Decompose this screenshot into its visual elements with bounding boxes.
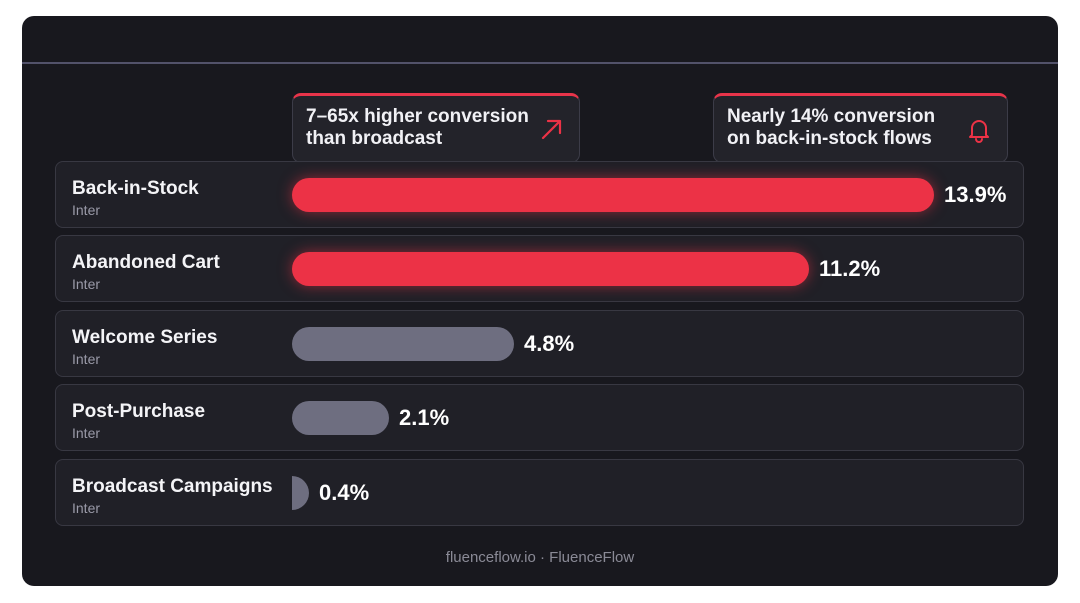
footer-credit: fluenceflow.io · FluenceFlow [445, 549, 635, 566]
chart-row: Post-Purchase Inter 2.1% [55, 384, 1024, 451]
value-label: 2.1% [399, 405, 450, 430]
callout-higher-conversion: 7–65x higher conversion than broadcast [292, 93, 580, 163]
category-label: Back-in-Stock [72, 178, 199, 199]
bar-track [292, 401, 952, 435]
value-label: 11.2% [819, 256, 881, 281]
bar-track [292, 252, 952, 286]
chart-card: 7–65x higher conversion than broadcast N… [22, 16, 1058, 586]
chart-row: Back-in-Stock Inter 13.9% [55, 161, 1024, 228]
bar [292, 252, 809, 286]
bar-track [292, 327, 952, 361]
chart-row: Welcome Series Inter 4.8% [55, 310, 1024, 377]
bar [292, 401, 389, 435]
category-sublabel: Inter [72, 202, 101, 218]
category-sublabel: Inter [72, 500, 101, 516]
value-label: 4.8% [524, 331, 575, 356]
bell-icon [965, 116, 993, 149]
category-label: Broadcast Campaigns [72, 476, 273, 497]
bar [292, 327, 514, 361]
value-label: 13.9% [944, 182, 1007, 207]
category-sublabel: Inter [72, 425, 101, 441]
chart-row: Broadcast Campaigns Inter 0.4% [55, 459, 1024, 526]
category-sublabel: Inter [72, 351, 101, 367]
category-label: Welcome Series [72, 327, 218, 348]
value-label: 0.4% [319, 480, 370, 505]
bar [292, 178, 934, 212]
bar [292, 476, 309, 510]
bar-track [292, 178, 952, 212]
callout-text: 7–65x higher conversion than broadcast [306, 106, 529, 149]
category-label: Post-Purchase [72, 401, 206, 422]
chart-row: Abandoned Cart Inter 11.2% [55, 235, 1024, 302]
category-sublabel: Inter [72, 276, 101, 292]
top-divider [22, 62, 1058, 64]
callout-text: Nearly 14% conversion on back-in-stock f… [727, 106, 936, 149]
callout-back-in-stock: Nearly 14% conversion on back-in-stock f… [713, 93, 1008, 163]
category-label: Abandoned Cart [72, 252, 220, 273]
bar-track [292, 476, 952, 510]
arrow-up-right-icon [539, 116, 565, 147]
